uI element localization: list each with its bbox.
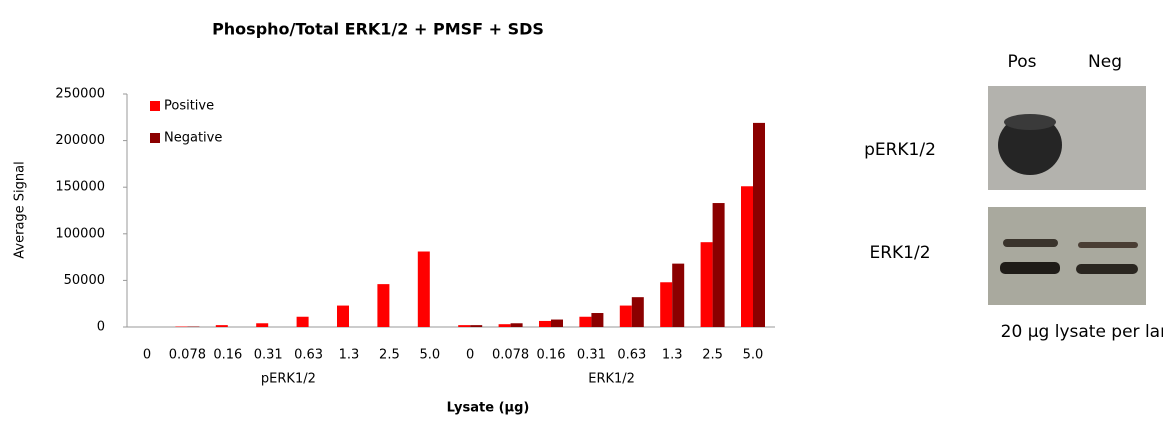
blot-band bbox=[1078, 242, 1138, 248]
legend-label: Negative bbox=[164, 131, 222, 146]
x-axis-label: Lysate (μg) bbox=[447, 401, 530, 416]
bar bbox=[377, 284, 389, 327]
x-tick-label: 0.63 bbox=[617, 348, 646, 363]
bar bbox=[713, 203, 725, 327]
x-tick-label: 2.5 bbox=[379, 348, 400, 363]
x-tick-label: 5.0 bbox=[743, 348, 764, 363]
bar bbox=[579, 317, 591, 327]
blot-band bbox=[1076, 264, 1138, 274]
bar bbox=[297, 317, 309, 327]
x-tick-label: 0.31 bbox=[577, 348, 606, 363]
bar bbox=[591, 313, 603, 327]
bar bbox=[660, 282, 672, 327]
legend-swatch bbox=[150, 133, 160, 143]
x-tick-label: 1.3 bbox=[662, 348, 683, 363]
chart-title: Phospho/Total ERK1/2 + PMSF + SDS bbox=[212, 20, 544, 39]
legend-label: Positive bbox=[164, 99, 214, 114]
y-tick-label: 50000 bbox=[64, 273, 105, 288]
x-tick-label: 5.0 bbox=[419, 348, 440, 363]
blot-panel bbox=[988, 207, 1146, 305]
y-tick-label: 0 bbox=[97, 320, 105, 335]
bar bbox=[458, 325, 470, 327]
blot-band bbox=[1003, 239, 1058, 247]
x-tick-label: 0.63 bbox=[294, 348, 323, 363]
page: Phospho/Total ERK1/2 + PMSF + SDS Averag… bbox=[0, 0, 1163, 419]
x-tick-label: 1.3 bbox=[339, 348, 360, 363]
bar bbox=[632, 297, 644, 327]
blot-band bbox=[1004, 114, 1056, 130]
group-label: ERK1/2 bbox=[588, 372, 635, 387]
western-blot bbox=[988, 86, 1146, 305]
lane-label: Neg bbox=[1088, 52, 1122, 72]
blot-caption: 20 μg lysate per lane bbox=[1001, 322, 1163, 342]
bar bbox=[551, 320, 563, 327]
bar bbox=[418, 252, 430, 327]
bar bbox=[753, 123, 765, 327]
bar bbox=[539, 321, 551, 327]
bar bbox=[337, 306, 349, 327]
x-tick-label: 0.31 bbox=[254, 348, 283, 363]
y-axis-label: Average Signal bbox=[13, 161, 28, 258]
legend-swatch bbox=[150, 101, 160, 111]
bar bbox=[511, 323, 523, 327]
x-tick-label: 0 bbox=[143, 348, 151, 363]
y-tick-label: 200000 bbox=[55, 133, 105, 148]
y-tick-label: 250000 bbox=[55, 87, 105, 102]
bar bbox=[620, 306, 632, 327]
bar bbox=[216, 325, 228, 327]
x-tick-label: 0 bbox=[466, 348, 474, 363]
lane-label: Pos bbox=[1008, 52, 1037, 72]
bar bbox=[499, 324, 511, 327]
blot-band bbox=[1000, 262, 1060, 274]
group-label: pERK1/2 bbox=[261, 372, 316, 387]
bar bbox=[470, 325, 482, 327]
x-tick-label: 2.5 bbox=[702, 348, 723, 363]
x-tick-label: 0.16 bbox=[213, 348, 242, 363]
y-tick-label: 150000 bbox=[55, 180, 105, 195]
bar bbox=[672, 264, 684, 327]
bar bbox=[741, 186, 753, 327]
x-tick-label: 0.078 bbox=[492, 348, 529, 363]
bar bbox=[701, 242, 713, 327]
row-label: pERK1/2 bbox=[864, 140, 936, 160]
x-tick-label: 0.16 bbox=[537, 348, 566, 363]
bar bbox=[256, 323, 268, 327]
row-label: ERK1/2 bbox=[869, 243, 930, 263]
x-tick-label: 0.078 bbox=[169, 348, 206, 363]
y-tick-label: 100000 bbox=[55, 226, 105, 241]
